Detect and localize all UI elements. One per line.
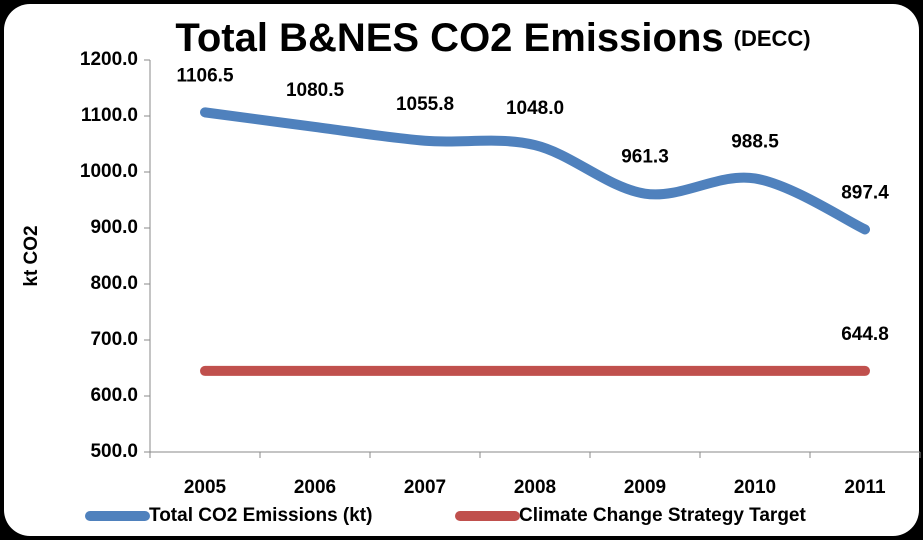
y-tick-label: 1200.0 (80, 49, 138, 70)
y-axis-label: kt CO2 (21, 225, 42, 286)
data-label: 1106.5 (176, 65, 233, 86)
x-tick-label: 2009 (624, 477, 666, 498)
x-tick-label: 2006 (294, 477, 336, 498)
y-tick-label: 900.0 (90, 217, 138, 238)
y-tick-label: 1100.0 (81, 105, 138, 126)
x-tick-label: 2011 (844, 477, 886, 498)
y-tick-label: 500.0 (90, 441, 138, 462)
series-line (200, 107, 870, 235)
data-label: 1080.5 (286, 80, 345, 101)
chart-title: Total B&NES CO2 Emissions (175, 16, 723, 60)
y-tick-label: 1000.0 (80, 161, 138, 182)
y-tick-label: 700.0 (90, 329, 138, 350)
data-label: 988.5 (731, 131, 779, 152)
panel (4, 4, 919, 536)
data-label: 961.3 (621, 147, 669, 168)
x-tick-label: 2008 (514, 477, 556, 498)
data-label: 1055.8 (396, 94, 454, 115)
legend-label: Climate Change Strategy Target (519, 505, 807, 526)
x-tick-label: 2007 (404, 477, 446, 498)
y-tick-label: 800.0 (90, 273, 138, 294)
legend-label: Total CO2 Emissions (kt) (149, 505, 372, 526)
chart-title-group: Total B&NES CO2 Emissions (DECC) (175, 16, 810, 60)
x-tick-label: 2005 (184, 477, 227, 498)
x-tick-label: 2010 (734, 477, 776, 498)
data-label: 644.8 (841, 324, 889, 345)
chart-subtitle: (DECC) (734, 26, 811, 51)
data-label: 1048.0 (506, 98, 564, 119)
data-label: 897.4 (841, 182, 889, 203)
y-tick-label: 600.0 (90, 385, 138, 406)
